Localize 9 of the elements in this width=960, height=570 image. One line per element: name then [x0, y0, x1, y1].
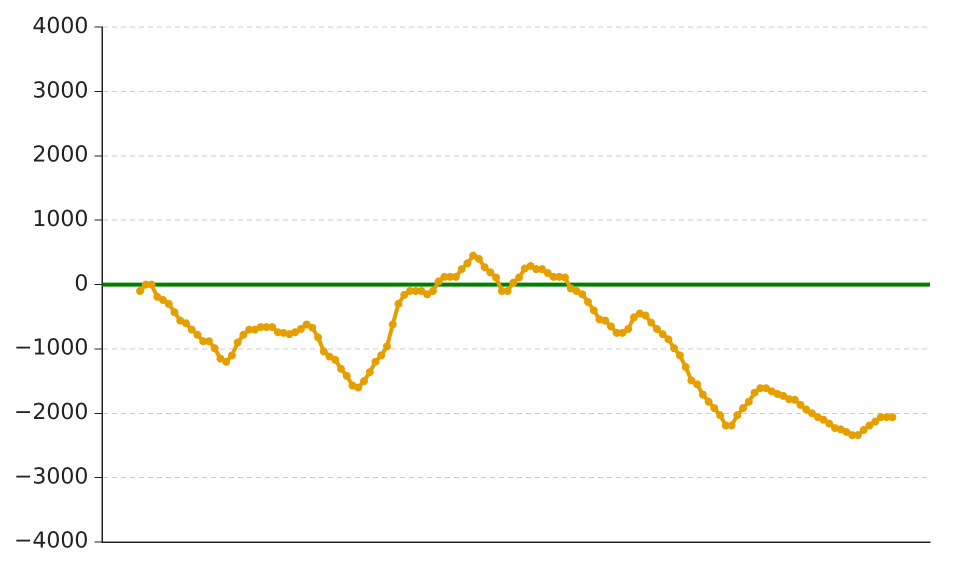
y-tick-label: −4000 — [14, 528, 88, 554]
y-tick-label: 1000 — [32, 206, 88, 232]
y-tick-label: −1000 — [14, 336, 88, 361]
y-tick-label: −2000 — [14, 400, 88, 426]
y-tick-label: −3000 — [14, 464, 88, 490]
y-tick-label: 4000 — [32, 14, 88, 39]
y-tick-label: 2000 — [32, 142, 88, 168]
y-tick-label: 3000 — [32, 78, 88, 104]
y-tick-label: 0 — [74, 271, 88, 296]
